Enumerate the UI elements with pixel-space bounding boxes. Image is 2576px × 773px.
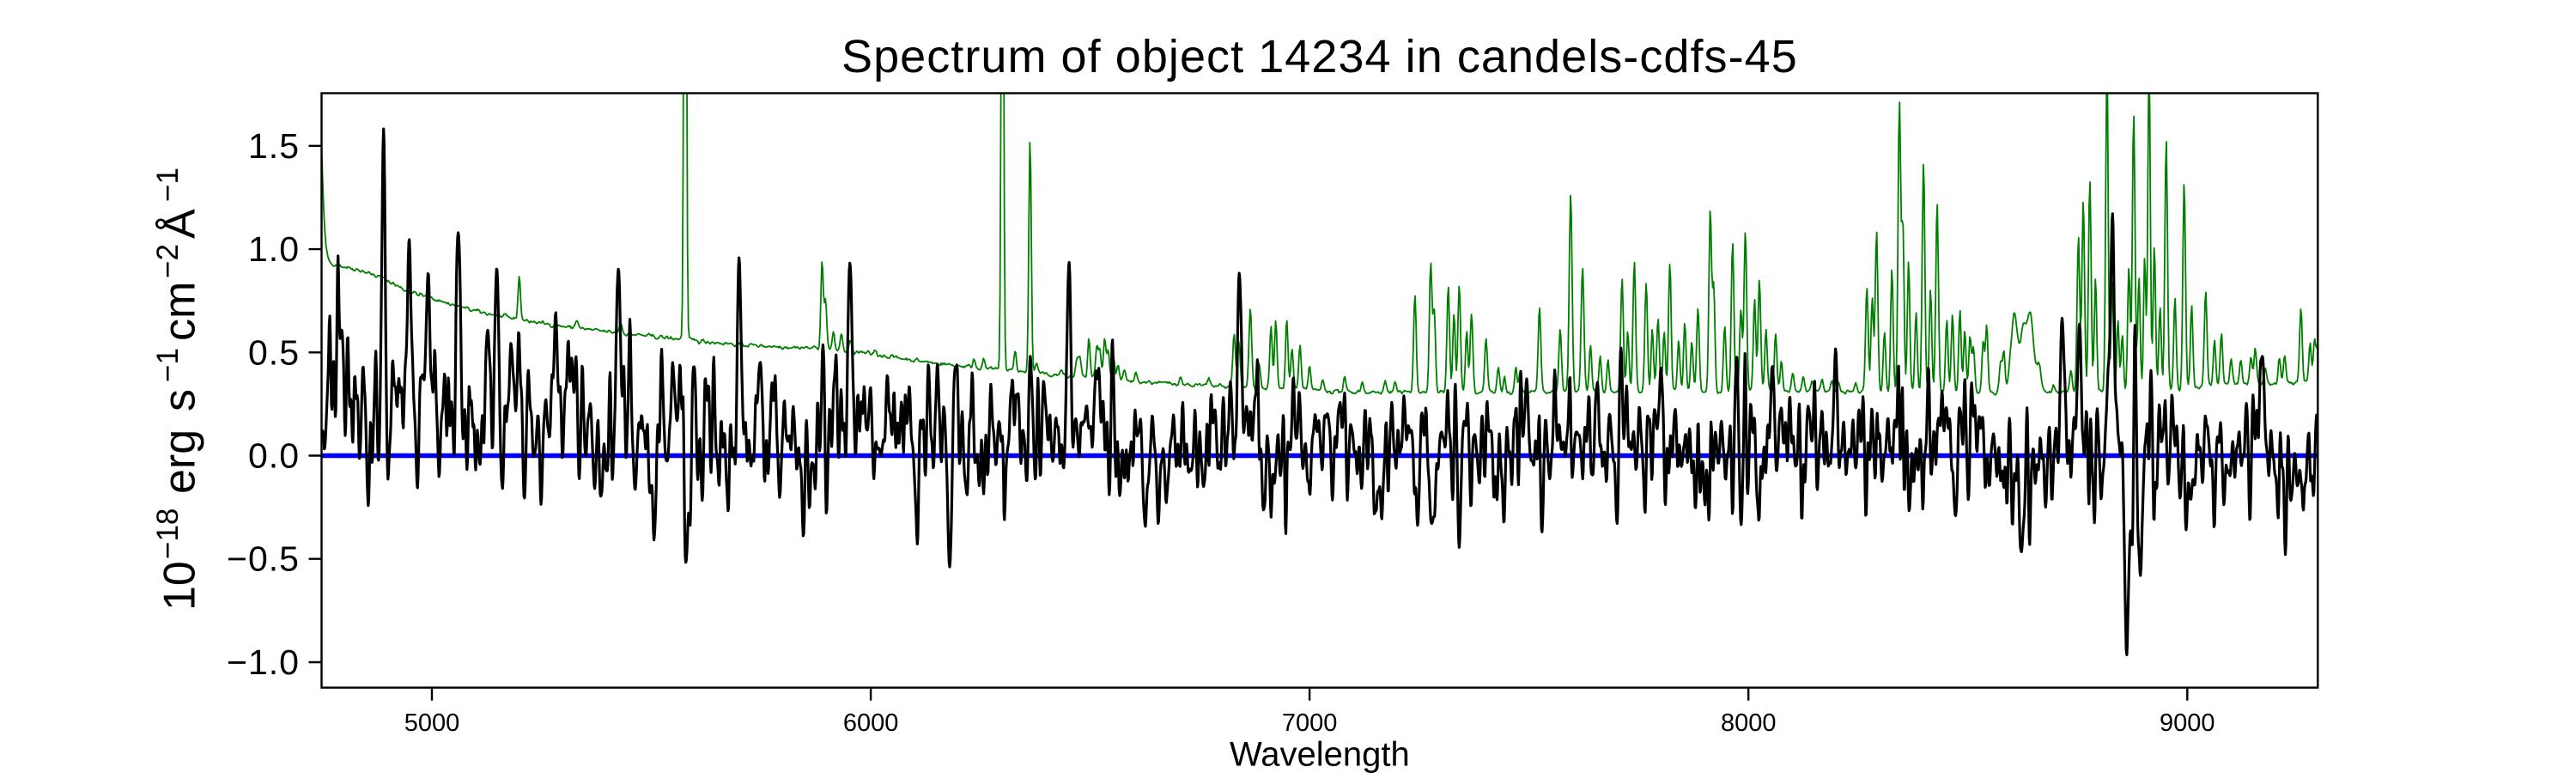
svg-text:Å: Å — [155, 209, 205, 239]
svg-text:Wavelength: Wavelength — [1230, 736, 1410, 773]
svg-text:7000: 7000 — [1282, 709, 1338, 737]
svg-text:1.0: 1.0 — [248, 229, 300, 269]
svg-text:cm: cm — [155, 282, 205, 341]
svg-text:5000: 5000 — [404, 709, 460, 737]
svg-text:−0.5: −0.5 — [227, 539, 300, 579]
svg-text:0.5: 0.5 — [248, 332, 300, 372]
svg-text:−1: −1 — [151, 348, 185, 382]
svg-text:6000: 6000 — [843, 709, 899, 737]
svg-text:8000: 8000 — [1721, 709, 1777, 737]
svg-text:1.5: 1.5 — [248, 126, 300, 166]
svg-text:−1.0: −1.0 — [227, 642, 300, 682]
svg-text:erg: erg — [155, 429, 205, 494]
svg-text:9000: 9000 — [2160, 709, 2215, 737]
svg-text:−18: −18 — [151, 508, 185, 559]
svg-text:10: 10 — [155, 561, 205, 611]
svg-text:−2: −2 — [151, 244, 185, 278]
svg-text:s: s — [155, 389, 205, 411]
svg-text:0.0: 0.0 — [248, 436, 300, 476]
svg-text:−1: −1 — [151, 167, 185, 202]
svg-text:Spectrum of object 14234 in ca: Spectrum of object 14234 in candels-cdfs… — [841, 31, 1798, 82]
